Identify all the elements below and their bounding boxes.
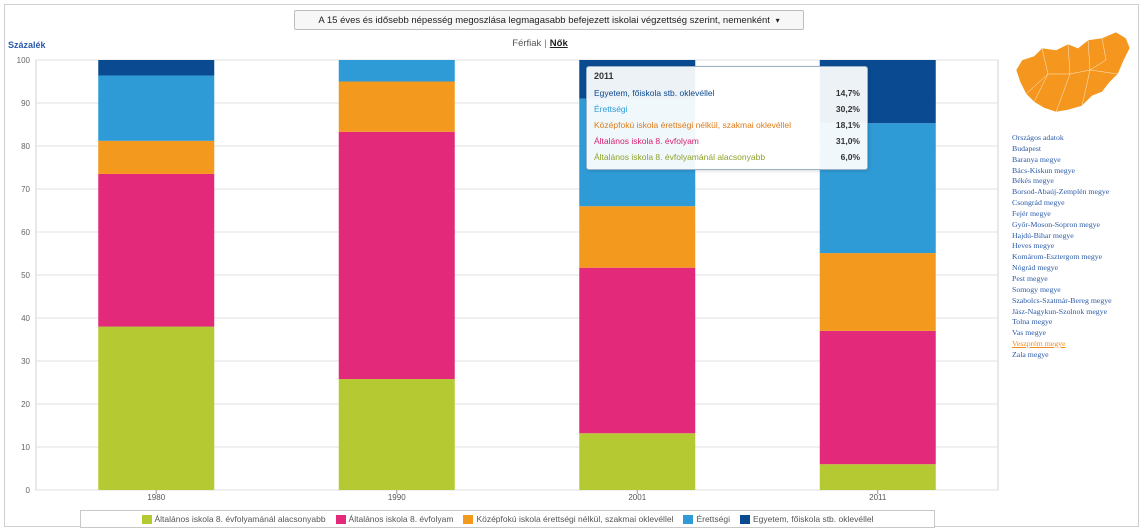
tooltip-row-label: Általános iskola 8. évfolyam: [594, 136, 699, 146]
tooltip-row-label: Középfokú iskola érettségi nélkül, szakm…: [594, 120, 792, 130]
region-link[interactable]: Békés megye: [1012, 176, 1054, 186]
region-link[interactable]: Komárom-Esztergom megye: [1012, 252, 1103, 262]
region-link[interactable]: Borsod-Abaúj-Zemplén megye: [1012, 187, 1110, 197]
bar-segment[interactable]: [98, 140, 215, 174]
legend-label: Általános iskola 8. évfolyam: [348, 514, 454, 524]
y-tick-label: 40: [21, 314, 30, 323]
bar-segment[interactable]: [338, 81, 455, 132]
indicator-dropdown-label: A 15 éves és idősebb népesség megoszlása…: [318, 15, 770, 26]
y-tick-label: 60: [21, 228, 30, 237]
tooltip-row-value: 14,7%: [835, 88, 860, 98]
y-tick-label: 50: [21, 271, 30, 280]
legend-label: Egyetem, főiskola stb. oklevéllel: [753, 514, 874, 524]
legend-swatch: [463, 514, 474, 524]
tooltip-row-label: Egyetem, főiskola stb. oklevéllel: [594, 88, 715, 98]
region-link[interactable]: Bács-Kiskun megye: [1012, 165, 1076, 175]
bar-segment[interactable]: [579, 433, 696, 490]
region-link[interactable]: Budapest: [1012, 143, 1042, 153]
y-tick-label: 10: [21, 443, 30, 452]
legend-swatch: [335, 514, 346, 524]
y-tick-label: 70: [21, 185, 30, 194]
y-tick-label: 80: [21, 142, 30, 151]
county-borders: [1025, 37, 1119, 113]
legend-label: Általános iskola 8. évfolyamánál alacson…: [154, 514, 326, 524]
region-link[interactable]: Szabolcs-Szatmár-Bereg megye: [1012, 295, 1112, 305]
legend-swatch: [141, 514, 152, 524]
gender-separator: |: [544, 38, 547, 49]
x-tick-label: 1980: [147, 493, 165, 502]
tooltip-row-label: Általános iskola 8. évfolyamánál alacson…: [594, 152, 766, 162]
tooltip-row-value: 31,0%: [835, 136, 860, 146]
y-tick-label: 100: [17, 56, 31, 65]
y-tick-label: 0: [26, 486, 31, 495]
tooltip-row: Egyetem, főiskola stb. oklevéllel 14,7%: [594, 85, 860, 101]
bar-segment[interactable]: [579, 206, 696, 268]
tooltip-row-label: Érettségi: [594, 104, 628, 114]
legend-item[interactable]: Egyetem, főiskola stb. oklevéllel: [740, 514, 873, 524]
tooltip-row-value: 18,1%: [835, 120, 860, 130]
region-link[interactable]: Tolna megye: [1012, 317, 1053, 327]
region-link[interactable]: Vas megye: [1012, 328, 1046, 338]
legend-item[interactable]: Középfokú iskola érettségi nélkül, szakm…: [463, 514, 673, 524]
region-link[interactable]: Csongrád megye: [1012, 198, 1065, 208]
bar-segment[interactable]: [819, 464, 936, 490]
y-tick-label: 20: [21, 400, 30, 409]
tooltip-row: Középfokú iskola érettségi nélkül, szakm…: [594, 117, 860, 133]
tooltip-row: Érettségi 30,2%: [594, 101, 860, 117]
legend-item[interactable]: Általános iskola 8. évfolyam: [335, 514, 454, 524]
chevron-down-icon: ▾: [775, 16, 780, 25]
legend-swatch: [683, 514, 694, 524]
tooltip-row: Általános iskola 8. évfolyam 31,0%: [594, 133, 860, 149]
region-list: Országos adatok Budapest Baranya megye Bács…: [1012, 133, 1142, 361]
x-tick-label: 2011: [869, 493, 887, 502]
legend-label: Érettségi: [696, 514, 730, 524]
region-link[interactable]: Jász-Nagykun-Szolnok megye: [1012, 306, 1108, 316]
y-axis-title: Százalék: [8, 40, 46, 50]
region-link[interactable]: Somogy megye: [1012, 284, 1061, 294]
bar-segment[interactable]: [579, 267, 696, 434]
gender-men-link[interactable]: Férfiak: [512, 38, 542, 49]
indicator-dropdown[interactable]: A 15 éves és idősebb népesség megoszlása…: [294, 10, 804, 30]
bar-segment[interactable]: [98, 60, 215, 76]
bar-segment[interactable]: [338, 60, 455, 82]
legend-item[interactable]: Általános iskola 8. évfolyamánál alacson…: [141, 514, 326, 524]
hungary-map-shape[interactable]: [1015, 31, 1131, 113]
bar-segment[interactable]: [819, 253, 936, 331]
bar-segment[interactable]: [98, 75, 215, 141]
bar-segment[interactable]: [338, 379, 455, 490]
region-link[interactable]: Baranya megye: [1012, 154, 1061, 164]
region-link[interactable]: Győr-Moson-Sopron megye: [1012, 219, 1100, 229]
tooltip-year: 2011: [594, 71, 614, 81]
region-link[interactable]: Pest megye: [1012, 273, 1048, 283]
bar-segment[interactable]: [98, 326, 215, 490]
gender-women-link[interactable]: Nők: [549, 38, 568, 49]
region-link[interactable]: Nógrád megye: [1012, 263, 1059, 273]
tooltip-row: Általános iskola 8. évfolyamánál alacson…: [594, 149, 860, 165]
hungary-map[interactable]: [1012, 30, 1132, 116]
gender-switch: Férfiak | Nők: [440, 38, 640, 49]
legend-item[interactable]: Érettségi: [683, 514, 730, 524]
tooltip-row-value: 30,2%: [835, 104, 860, 114]
x-tick-label: 1990: [388, 493, 406, 502]
chart-legend: Általános iskola 8. évfolyamánál alacson…: [80, 510, 935, 528]
bar-segment[interactable]: [338, 131, 455, 380]
region-link[interactable]: Országos adatok: [1012, 133, 1064, 142]
y-tick-label: 30: [21, 357, 30, 366]
bar-segment[interactable]: [98, 173, 215, 327]
bar-segment[interactable]: [819, 330, 936, 465]
chart-tooltip: 2011 Egyetem, főiskola stb. oklevéllel 14…: [586, 66, 868, 170]
y-tick-label: 90: [21, 99, 30, 108]
region-link[interactable]: Zala megye: [1012, 349, 1049, 359]
legend-label: Középfokú iskola érettségi nélkül, szakm…: [476, 514, 674, 524]
region-link[interactable]: Heves megye: [1012, 241, 1055, 251]
region-link[interactable]: Fejér megye: [1012, 208, 1051, 218]
region-link[interactable]: Hajdú-Bihar megye: [1012, 230, 1074, 240]
tooltip-row-value: 6,0%: [840, 152, 860, 162]
legend-swatch: [740, 514, 750, 524]
x-tick-label: 2001: [628, 493, 646, 502]
region-link[interactable]: Veszprém megye: [1012, 339, 1066, 349]
